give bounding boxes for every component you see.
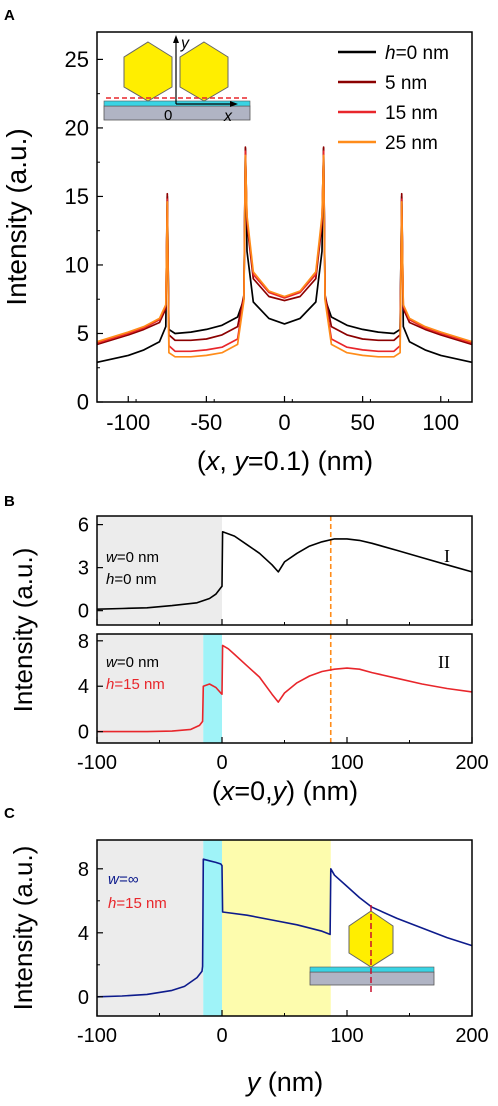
panel-b-ii-width-annotation: w=0 nm <box>106 654 159 671</box>
panel-c-chart: 0 4 8 -100 0 100 200 w=∞ h=15 nm Intensity (a.… <box>8 839 489 1097</box>
panel-a-chart: 0 5 10 15 20 25 -100 -50 0 50 100 Intensity (a.u.)… <box>1 31 473 476</box>
x-tick-label: 50 <box>350 410 374 435</box>
panel-label-a: A <box>4 7 15 24</box>
inset-origin-label: 0 <box>164 107 172 124</box>
y-tick-label: 5 <box>77 321 89 346</box>
y-tick-label: 6 <box>78 515 89 537</box>
y-tick-label: 3 <box>78 558 89 580</box>
x-tick-label: 0 <box>278 410 290 435</box>
panel-a-y-axis-label: Intensity (a.u.) <box>1 128 32 305</box>
y-tick-label: 20 <box>65 116 89 141</box>
panel-label-b: B <box>4 493 15 510</box>
x-tick-label: 0 <box>216 1025 227 1047</box>
legend-label-0: h=0 nm <box>385 43 449 64</box>
nanoparticle-shape <box>348 910 394 968</box>
series-line-0 <box>96 147 473 364</box>
legend-label-3: 25 nm <box>385 133 438 154</box>
y-tick-label: 10 <box>65 253 89 278</box>
series-line-0 <box>96 858 473 998</box>
series-line-3 <box>96 154 473 358</box>
y-tick-label: 0 <box>78 601 89 623</box>
shaded-region-1 <box>203 634 222 743</box>
x-tick-label: -50 <box>190 410 222 435</box>
inset-y-label: y <box>180 35 190 52</box>
y-tick-label: 8 <box>78 859 89 881</box>
panel-b-x-axis-label: (x=0,y) (nm) <box>212 776 358 806</box>
y-tick-label: 25 <box>65 47 89 72</box>
x-tick-label: 200 <box>455 1025 488 1047</box>
y-tick-label: 4 <box>78 923 89 945</box>
x-tick-label: -100 <box>106 410 150 435</box>
x-tick-label: 0 <box>216 752 227 774</box>
y-tick-label: 15 <box>65 184 89 209</box>
panel-c-inset-schematic <box>309 905 435 995</box>
shaded-region-1 <box>203 840 222 1016</box>
x-tick-label: -100 <box>77 752 117 774</box>
panel-c-height-annotation: h=15 nm <box>108 895 167 912</box>
y-tick-label: 4 <box>78 676 89 698</box>
x-tick-label: -100 <box>77 1025 117 1047</box>
shaded-region-0 <box>97 840 204 1016</box>
panel-b-i-roman-label: I <box>444 546 450 566</box>
shaded-region-0 <box>97 634 204 743</box>
panel-a-x-axis-label: (x, y=0.1) (nm) <box>197 446 373 476</box>
panel-label-c: C <box>4 805 15 822</box>
y-tick-label: 0 <box>78 722 89 744</box>
panel-b-i-chart: 0 3 6 w=0 nm h=0 nm I <box>78 515 473 626</box>
series-line-0 <box>96 530 473 610</box>
nanoparticle-left-shape <box>123 41 173 102</box>
panel-a-inset-schematic: y x 0 <box>103 35 251 125</box>
series-line-0 <box>97 644 473 733</box>
nanoparticle-right-shape <box>179 41 229 102</box>
panel-c-x-axis-label: y (nm) <box>245 1067 324 1097</box>
y-tick-label: 0 <box>78 987 89 1009</box>
inset-x-label: x <box>223 108 233 125</box>
series-line-1 <box>96 146 473 346</box>
shaded-region-2 <box>222 840 331 1016</box>
x-tick-label: 100 <box>330 752 363 774</box>
x-tick-label: 200 <box>455 752 488 774</box>
panel-b-ii-roman-label: II <box>438 652 450 672</box>
panel-b-i-width-annotation: w=0 nm <box>106 549 159 566</box>
panel-c-y-axis-label: Intensity (a.u.) <box>8 846 38 1011</box>
panel-c-width-annotation: w=∞ <box>108 871 139 888</box>
panel-b-y-axis-label: Intensity (a.u.) <box>8 548 38 713</box>
panel-b-ii-chart: 0 4 8 -100 0 100 200 w=0 nm h=15 nm II Intensi… <box>8 548 489 806</box>
panel-b-ii-height-annotation: h=15 nm <box>106 676 165 693</box>
x-tick-label: 100 <box>330 1025 363 1047</box>
y-tick-label: 8 <box>78 631 89 653</box>
legend-label-2: 15 nm <box>385 103 438 124</box>
panel-b-i-height-annotation: h=0 nm <box>106 571 156 588</box>
x-tick-label: 100 <box>422 410 459 435</box>
legend-label-1: 5 nm <box>385 73 427 94</box>
y-tick-label: 0 <box>77 390 89 415</box>
panel-a-legend: h=0 nm 5 nm 15 nm 25 nm <box>338 43 449 154</box>
